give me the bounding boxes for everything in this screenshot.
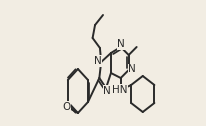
Text: O: O: [62, 102, 70, 112]
Text: N: N: [103, 86, 111, 96]
Text: N: N: [128, 64, 136, 74]
Text: N: N: [117, 39, 125, 49]
Text: HN: HN: [112, 85, 127, 95]
Text: N: N: [94, 56, 102, 66]
